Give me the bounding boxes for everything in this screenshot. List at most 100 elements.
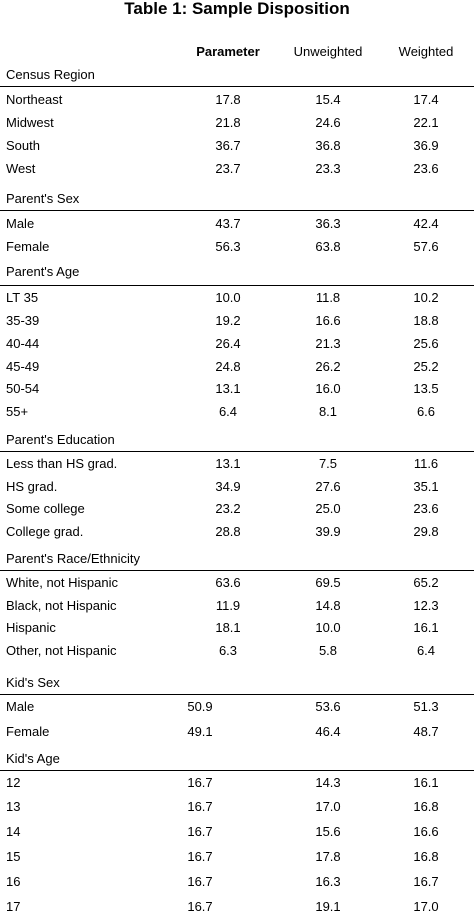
cell-parameter: 16.7	[187, 775, 213, 790]
table-row: Female 49.1 46.4 48.7	[0, 720, 474, 743]
section-label: Parent's Sex	[6, 191, 80, 206]
cell-weighted: 51.3	[413, 699, 439, 714]
cell-parameter: 43.7	[215, 216, 241, 231]
row-label: College grad.	[6, 524, 84, 539]
cell-unweighted: 7.5	[318, 456, 338, 471]
cell-parameter: 16.7	[187, 799, 213, 814]
table-row: 16 16.7 16.3 16.7	[0, 870, 474, 893]
table-row: Female 56.3 63.8 57.6	[0, 235, 474, 258]
cell-unweighted: 63.8	[315, 239, 341, 254]
table-title: Table 1: Sample Disposition	[124, 0, 350, 18]
cell-unweighted: 17.8	[315, 849, 341, 864]
table-row: West 23.7 23.3 23.6	[0, 157, 474, 180]
cell-parameter: 19.2	[215, 313, 241, 328]
cell-parameter: 24.8	[215, 359, 241, 374]
section-rule	[0, 694, 474, 695]
cell-unweighted: 14.8	[315, 598, 341, 613]
cell-parameter: 63.6	[215, 575, 241, 590]
row-label: Midwest	[6, 115, 54, 130]
section-label: Census Region	[6, 67, 95, 82]
row-label: 14	[6, 824, 21, 839]
cell-weighted: 65.2	[413, 575, 439, 590]
cell-parameter: 16.7	[187, 874, 213, 889]
column-header-unweighted: Unweighted	[293, 44, 363, 59]
row-label: Male	[6, 216, 35, 231]
row-label: Female	[6, 724, 50, 739]
row-label: 40-44	[6, 336, 40, 351]
cell-unweighted: 27.6	[315, 479, 341, 494]
cell-parameter: 23.2	[215, 501, 241, 516]
cell-parameter: 23.7	[215, 161, 241, 176]
row-label: 13	[6, 799, 21, 814]
cell-weighted: 23.6	[413, 161, 439, 176]
cell-parameter: 34.9	[215, 479, 241, 494]
table-row: LT 35 10.0 11.8 10.2	[0, 286, 474, 309]
cell-unweighted: 16.3	[315, 874, 341, 889]
cell-weighted: 13.5	[413, 381, 439, 396]
cell-unweighted: 25.0	[315, 501, 341, 516]
row-label: Other, not Hispanic	[6, 643, 117, 658]
cell-weighted: 23.6	[413, 501, 439, 516]
section-rule	[0, 86, 474, 87]
row-label: 45-49	[6, 359, 40, 374]
row-label: South	[6, 138, 40, 153]
cell-weighted: 35.1	[413, 479, 439, 494]
cell-parameter: 6.3	[218, 643, 238, 658]
cell-parameter: 16.7	[187, 899, 213, 914]
cell-weighted: 16.6	[413, 824, 439, 839]
row-label: White, not Hispanic	[6, 575, 118, 590]
cell-unweighted: 69.5	[315, 575, 341, 590]
cell-weighted: 12.3	[413, 598, 439, 613]
row-label: LT 35	[6, 290, 39, 305]
cell-parameter: 21.8	[215, 115, 241, 130]
cell-unweighted: 10.0	[315, 620, 341, 635]
section-rule	[0, 570, 474, 571]
section-label: Parent's Education	[6, 432, 115, 447]
cell-unweighted: 17.0	[315, 799, 341, 814]
cell-unweighted: 39.9	[315, 524, 341, 539]
cell-parameter: 28.8	[215, 524, 241, 539]
section-rule	[0, 210, 474, 211]
cell-unweighted: 16.6	[315, 313, 341, 328]
cell-unweighted: 24.6	[315, 115, 341, 130]
cell-weighted: 36.9	[413, 138, 439, 153]
cell-weighted: 10.2	[413, 290, 439, 305]
cell-parameter: 16.7	[187, 849, 213, 864]
table-row: Northeast 17.8 15.4 17.4	[0, 88, 474, 111]
cell-parameter: 56.3	[215, 239, 241, 254]
row-label: Female	[6, 239, 50, 254]
row-label: HS grad.	[6, 479, 58, 494]
row-label: 17	[6, 899, 21, 914]
cell-parameter: 18.1	[215, 620, 241, 635]
table-row: 55+ 6.4 8.1 6.6	[0, 400, 474, 423]
cell-weighted: 25.2	[413, 359, 439, 374]
cell-parameter: 6.4	[218, 404, 238, 419]
row-label: Hispanic	[6, 620, 56, 635]
table-row: Some college 23.2 25.0 23.6	[0, 497, 474, 520]
cell-weighted: 16.8	[413, 799, 439, 814]
table-row: Other, not Hispanic 6.3 5.8 6.4	[0, 639, 474, 662]
cell-unweighted: 21.3	[315, 336, 341, 351]
row-label: 16	[6, 874, 21, 889]
row-label: 15	[6, 849, 21, 864]
section-rule	[0, 770, 474, 771]
row-label: Some college	[6, 501, 85, 516]
cell-unweighted: 36.3	[315, 216, 341, 231]
row-label: Northeast	[6, 92, 63, 107]
cell-unweighted: 8.1	[318, 404, 338, 419]
cell-parameter: 26.4	[215, 336, 241, 351]
cell-weighted: 6.4	[416, 643, 436, 658]
table-row: 13 16.7 17.0 16.8	[0, 795, 474, 818]
cell-parameter: 13.1	[215, 456, 241, 471]
cell-weighted: 16.1	[413, 775, 439, 790]
section-rule	[0, 451, 474, 452]
cell-parameter: 10.0	[215, 290, 241, 305]
cell-weighted: 16.7	[413, 874, 439, 889]
cell-weighted: 25.6	[413, 336, 439, 351]
cell-unweighted: 46.4	[315, 724, 341, 739]
row-label: 12	[6, 775, 21, 790]
cell-unweighted: 15.4	[315, 92, 341, 107]
table-row: 12 16.7 14.3 16.1	[0, 771, 474, 794]
section-label: Parent's Age	[6, 264, 80, 279]
table-row: College grad. 28.8 39.9 29.8	[0, 520, 474, 543]
